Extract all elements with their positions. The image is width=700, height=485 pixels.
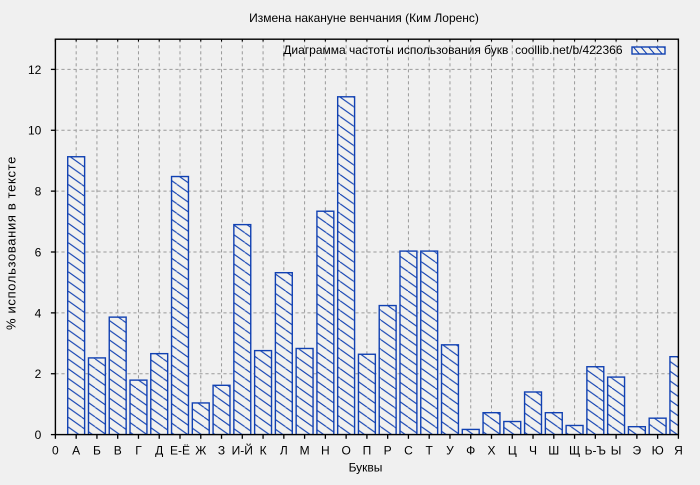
svg-text:Измена накануне венчания (Ким: Измена накануне венчания (Ким Лоренс) — [249, 11, 479, 25]
svg-text:Ц: Ц — [508, 444, 517, 458]
svg-text:А: А — [72, 444, 80, 458]
svg-text:С: С — [404, 444, 413, 458]
svg-text:П: П — [363, 444, 372, 458]
svg-text:Б: Б — [93, 444, 101, 458]
svg-text:6: 6 — [35, 245, 42, 259]
svg-text:Ш: Ш — [548, 444, 559, 458]
svg-text:12: 12 — [28, 63, 42, 77]
svg-text:Ю: Ю — [652, 444, 664, 458]
svg-text:Л: Л — [280, 444, 288, 458]
svg-text:0: 0 — [52, 444, 59, 458]
svg-text:8: 8 — [35, 185, 42, 199]
svg-text:Щ: Щ — [569, 444, 580, 458]
svg-text:10: 10 — [28, 124, 42, 138]
svg-text:Э: Э — [633, 444, 642, 458]
svg-text:Буквы: Буквы — [349, 460, 383, 474]
svg-text:Р: Р — [384, 444, 392, 458]
svg-text:И-Й: И-Й — [232, 443, 253, 458]
svg-text:О: О — [341, 444, 350, 458]
svg-text:Д: Д — [155, 444, 163, 458]
svg-text:Т: Т — [426, 444, 434, 458]
svg-text:Я: Я — [674, 444, 683, 458]
svg-text:У: У — [446, 444, 454, 458]
svg-text:Ч: Ч — [529, 444, 537, 458]
svg-text:4: 4 — [35, 306, 42, 320]
svg-text:Ф: Ф — [466, 444, 475, 458]
svg-text:2: 2 — [35, 367, 42, 381]
svg-text:Ж: Ж — [195, 444, 206, 458]
svg-text:0: 0 — [35, 428, 42, 442]
svg-text:Н: Н — [321, 444, 330, 458]
svg-text:Е-Ё: Е-Ё — [170, 444, 190, 458]
svg-text:Ы: Ы — [611, 444, 622, 458]
svg-text:К: К — [260, 444, 267, 458]
svg-text:Диаграмма частоты использовани: Диаграмма частоты использования букв coo… — [283, 43, 623, 57]
svg-text:М: М — [300, 444, 310, 458]
svg-text:В: В — [114, 444, 122, 458]
svg-text:Х: Х — [487, 444, 495, 458]
svg-text:З: З — [218, 444, 225, 458]
svg-text:% использования в тексте: % использования в тексте — [4, 156, 19, 330]
svg-text:Ь-Ъ: Ь-Ъ — [585, 444, 606, 458]
svg-text:Г: Г — [135, 444, 142, 458]
